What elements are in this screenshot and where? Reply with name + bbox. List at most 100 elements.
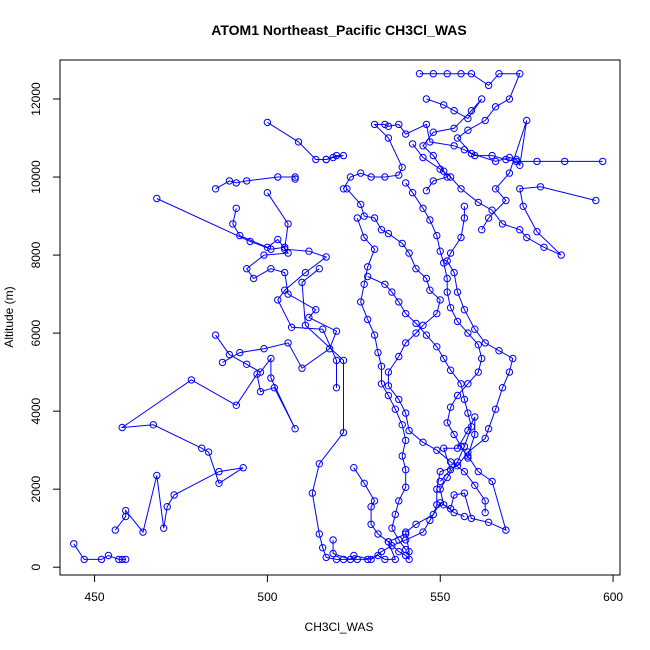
series-10 <box>350 202 517 564</box>
data-point <box>457 442 465 450</box>
data-point <box>270 384 278 392</box>
data-point <box>474 198 482 207</box>
data-point <box>440 444 448 452</box>
data-point <box>381 280 389 288</box>
data-point <box>398 452 406 460</box>
x-tick-label: 550 <box>430 590 450 604</box>
data-point <box>422 187 431 195</box>
data-point <box>370 245 379 253</box>
data-point <box>153 194 161 203</box>
series-line <box>156 198 285 250</box>
data-point <box>471 325 479 333</box>
plot-frame <box>59 59 621 576</box>
data-point <box>170 491 178 499</box>
data-point <box>256 387 265 396</box>
data-point <box>402 466 410 474</box>
data-point <box>274 296 282 304</box>
data-point <box>474 467 482 476</box>
data-point <box>471 413 479 421</box>
data-point <box>433 231 441 240</box>
data-point <box>426 138 434 146</box>
data-point <box>412 319 420 328</box>
series-line <box>419 73 528 230</box>
data-point <box>436 296 444 304</box>
data-point <box>246 237 254 246</box>
data-point <box>440 501 448 509</box>
data-point <box>436 477 444 486</box>
data-point <box>481 434 489 443</box>
data-point <box>443 288 451 296</box>
data-point <box>291 175 299 183</box>
data-point <box>412 265 420 273</box>
data-point <box>384 368 393 376</box>
data-point <box>446 403 455 411</box>
data-point <box>436 247 444 255</box>
data-point <box>467 107 476 115</box>
data-point <box>450 491 458 499</box>
data-point <box>471 481 479 489</box>
data-point <box>440 101 448 109</box>
data-point <box>450 430 458 439</box>
data-point <box>484 425 493 433</box>
series-line <box>301 268 406 560</box>
data-point <box>384 134 393 142</box>
data-point <box>433 309 441 318</box>
data-point <box>339 428 348 437</box>
data-point <box>402 536 410 544</box>
data-point <box>239 464 247 472</box>
series-line <box>266 192 337 388</box>
data-point <box>433 343 441 351</box>
data-point <box>464 409 472 417</box>
data-point <box>457 185 465 193</box>
data-point <box>460 202 469 211</box>
data-point <box>357 298 365 306</box>
data-point <box>467 514 476 523</box>
data-point <box>287 323 296 331</box>
data-point <box>481 116 489 125</box>
data-point <box>402 545 410 554</box>
data-point <box>139 528 147 536</box>
data-point <box>118 423 126 432</box>
data-point <box>360 479 368 487</box>
data-point <box>215 479 223 487</box>
data-point <box>453 317 462 326</box>
data-point <box>471 430 479 439</box>
data-point <box>464 380 472 388</box>
data-point <box>478 354 486 363</box>
y-tick-label: 2000 <box>29 475 43 502</box>
data-point <box>481 497 489 505</box>
data-point <box>381 173 389 181</box>
data-point <box>395 497 403 505</box>
data-point <box>322 253 330 261</box>
data-point <box>381 555 389 564</box>
data-point <box>443 173 451 181</box>
data-point <box>436 467 444 476</box>
data-point <box>243 265 251 273</box>
data-point <box>153 471 161 480</box>
series-1 <box>70 540 130 564</box>
data-point <box>384 229 393 238</box>
data-point <box>104 551 113 560</box>
data-point <box>267 265 275 273</box>
data-point <box>505 95 514 103</box>
data-point <box>298 364 306 372</box>
data-point <box>467 70 476 78</box>
data-point <box>491 185 500 193</box>
x-tick-label: 600 <box>603 590 623 604</box>
data-point <box>412 329 420 337</box>
data-point <box>433 446 441 454</box>
data-point <box>419 204 427 213</box>
data-point <box>395 395 403 404</box>
data-point <box>426 286 434 294</box>
data-point <box>391 405 399 413</box>
data-point <box>187 376 196 384</box>
data-point <box>457 380 465 388</box>
data-point <box>315 530 323 538</box>
data-point <box>505 368 514 376</box>
data-point <box>460 214 469 222</box>
data-point <box>457 70 465 78</box>
data-point <box>592 196 600 205</box>
data-point <box>315 460 323 468</box>
data-point <box>446 304 455 312</box>
data-point <box>122 506 130 515</box>
